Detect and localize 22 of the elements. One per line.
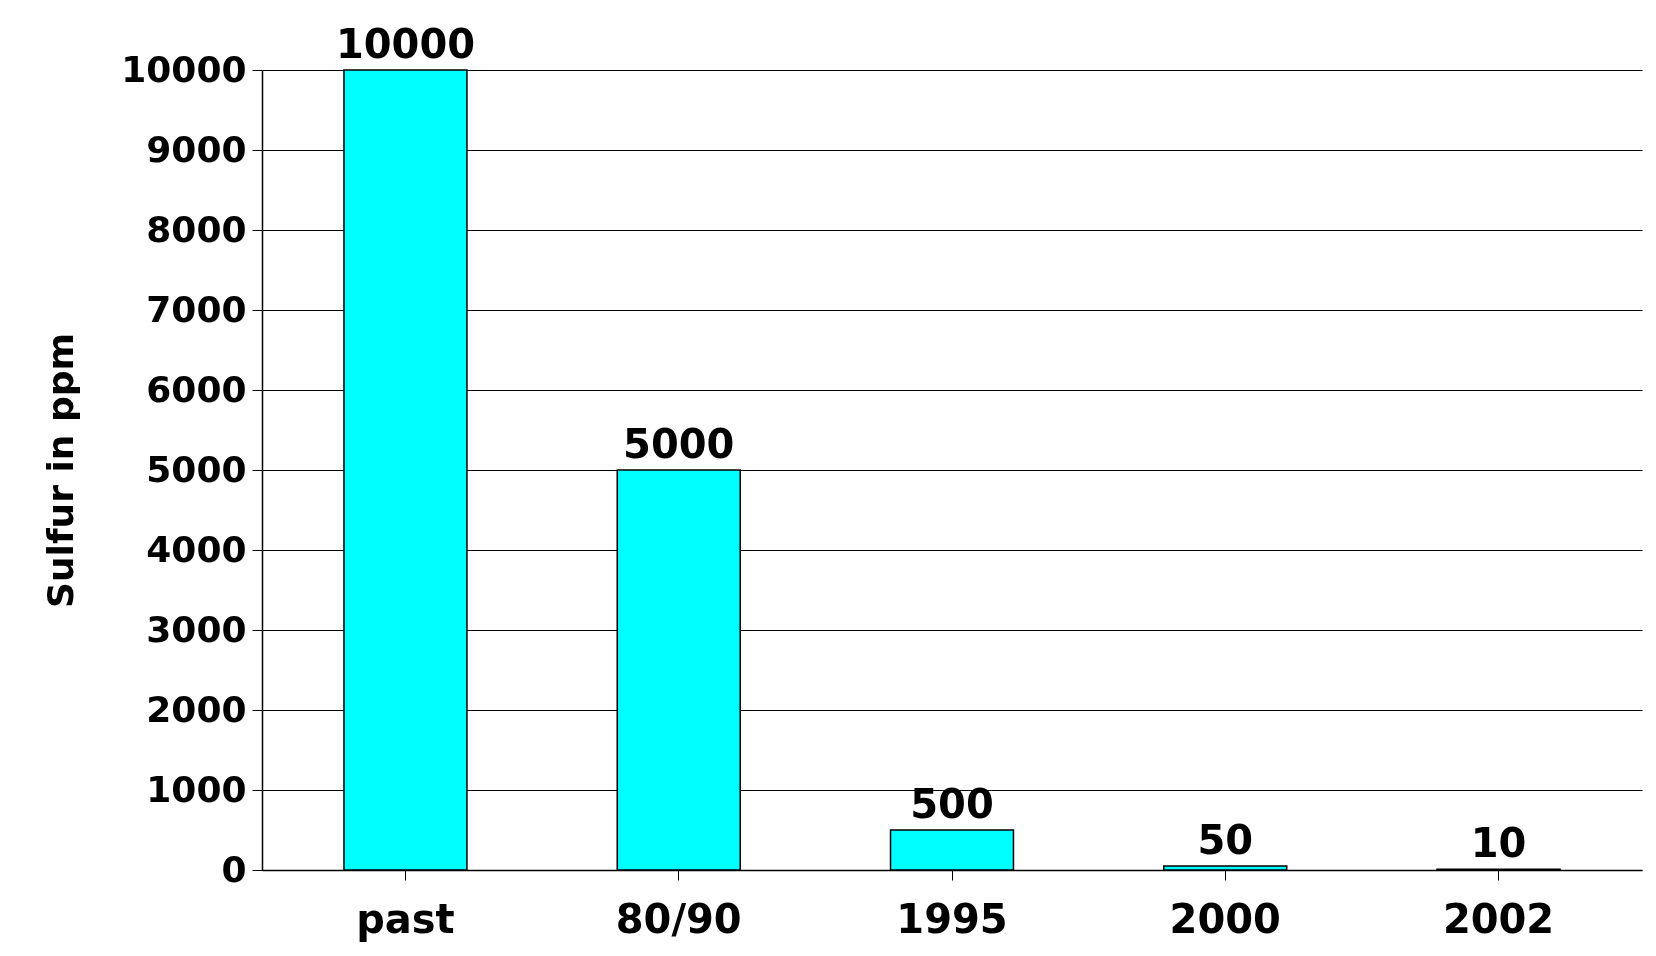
y-tick-label: 7000	[146, 288, 247, 330]
data-label: 50	[1197, 817, 1254, 863]
y-tick-label: 3000	[146, 608, 247, 650]
y-tick-label: 5000	[146, 448, 247, 490]
y-tick-label: 2000	[146, 688, 247, 730]
x-tick-label: 1995	[896, 895, 1008, 942]
data-label: 10	[1470, 820, 1527, 867]
x-tick-label: 80/90	[615, 895, 742, 942]
y-axis-title: Sulfur in ppm	[40, 332, 82, 609]
y-tick-label: 10000	[121, 48, 247, 90]
x-tick-label: past	[356, 895, 455, 942]
y-tick-label: 6000	[146, 368, 247, 410]
data-label: 10000	[335, 21, 476, 67]
y-tick-label: 1000	[146, 768, 247, 810]
y-tick-label: 9000	[146, 128, 247, 170]
y-tick-label: 4000	[146, 528, 247, 570]
data-label: 500	[910, 781, 994, 827]
x-tick-label: 2002	[1442, 895, 1555, 942]
y-tick-label: 0	[221, 848, 247, 890]
x-tick-label: 2000	[1169, 895, 1281, 942]
y-tick-label: 8000	[146, 208, 247, 250]
data-label: 5000	[623, 421, 735, 467]
